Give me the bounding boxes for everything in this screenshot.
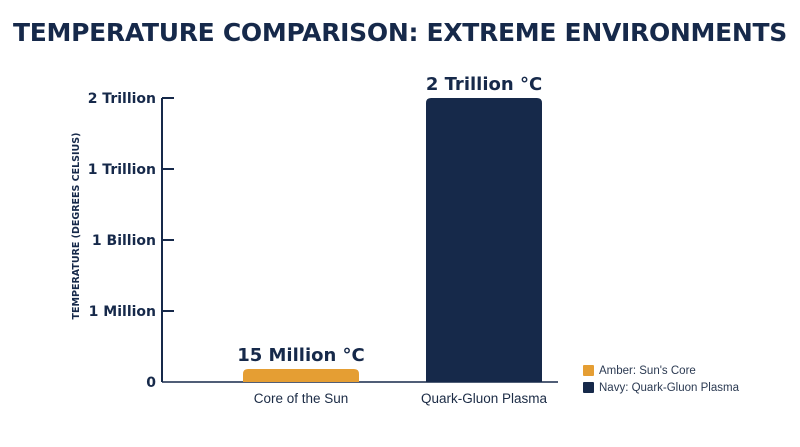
- legend-item: Navy: Quark-Gluon Plasma: [583, 379, 739, 396]
- bar-data-label: 2 Trillion °C: [426, 74, 542, 95]
- y-tick-label: 2 Trillion: [88, 91, 156, 107]
- bar-core-of-the-sun: [243, 369, 359, 382]
- legend-item: Amber: Sun's Core: [583, 362, 739, 379]
- legend-label: Navy: Quark-Gluon Plasma: [599, 381, 739, 394]
- y-tick-label: 1 Trillion: [88, 162, 156, 178]
- legend-label: Amber: Sun's Core: [599, 364, 696, 377]
- legend-swatch: [583, 382, 594, 393]
- y-tick-label: 1 Billion: [92, 233, 156, 249]
- legend-swatch: [583, 365, 594, 376]
- chart-legend: Amber: Sun's Core Navy: Quark-Gluon Plasm…: [583, 362, 739, 396]
- chart-title: TEMPERATURE COMPARISON: EXTREME ENVIRONM…: [13, 18, 787, 47]
- x-category-label: Quark-Gluon Plasma: [421, 391, 548, 406]
- y-axis-title: TEMPERATURE (DEGREES CELSIUS): [71, 133, 82, 320]
- x-category-label: Core of the Sun: [254, 391, 349, 406]
- bar-data-label: 15 Million °C: [237, 345, 365, 366]
- y-tick-label: 1 Million: [89, 304, 156, 320]
- bar-quark-gluon-plasma: [426, 98, 542, 382]
- y-tick-label: 0: [146, 375, 156, 391]
